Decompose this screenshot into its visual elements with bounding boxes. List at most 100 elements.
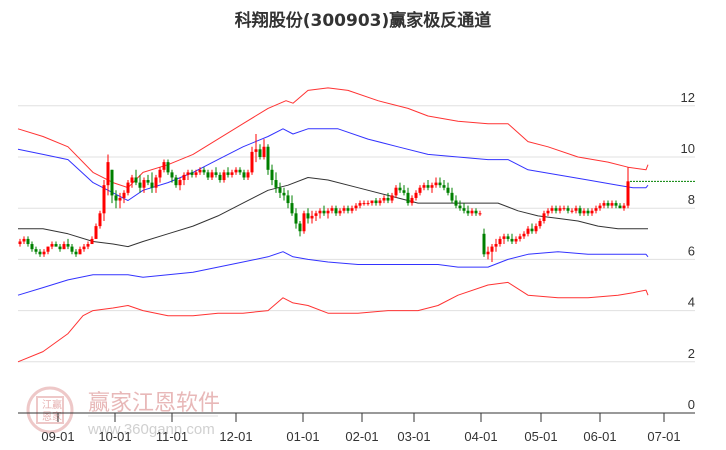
x-tick-label: 01-01 bbox=[286, 429, 319, 444]
candle-up bbox=[330, 208, 334, 211]
watermark: 江 赢 恩 家 赢家江恩软件 www.360gann.com bbox=[26, 386, 220, 438]
candle-down bbox=[346, 208, 350, 211]
channel-bands bbox=[17, 87, 649, 363]
candle-up bbox=[118, 197, 122, 201]
y-tick-label: 12 bbox=[681, 90, 695, 105]
candle-up bbox=[22, 238, 26, 242]
candle-up bbox=[326, 210, 330, 214]
candle-down bbox=[398, 187, 402, 191]
x-tick-label: 06-01 bbox=[583, 429, 616, 444]
candle-up bbox=[158, 169, 162, 178]
candle-up bbox=[254, 149, 258, 152]
candle-down bbox=[238, 169, 242, 173]
candle-down bbox=[290, 203, 294, 214]
candle-down bbox=[298, 223, 302, 232]
candle-up bbox=[486, 251, 490, 255]
candle-down bbox=[334, 208, 338, 214]
candle-down bbox=[138, 182, 142, 188]
candle-up bbox=[522, 233, 526, 237]
candle-up bbox=[550, 208, 554, 211]
candle-up bbox=[514, 238, 518, 242]
candle-down bbox=[66, 244, 70, 247]
candle-up bbox=[94, 226, 98, 239]
candle-down bbox=[438, 182, 442, 186]
candle-up bbox=[354, 205, 358, 209]
candle-down bbox=[618, 205, 622, 209]
outer-upper-band-line bbox=[17, 87, 649, 189]
candle-up bbox=[102, 185, 106, 214]
candle-down bbox=[258, 149, 262, 157]
candle-up bbox=[434, 182, 438, 186]
candle-down bbox=[450, 192, 454, 201]
candle-down bbox=[266, 146, 270, 170]
candle-up bbox=[378, 200, 382, 204]
candle-down bbox=[442, 185, 446, 188]
candle-up bbox=[422, 185, 426, 188]
candle-up bbox=[542, 213, 546, 221]
y-tick-label: 2 bbox=[688, 346, 695, 361]
x-tick-label: 07-01 bbox=[647, 429, 680, 444]
candle-down bbox=[174, 177, 178, 186]
candle-down bbox=[614, 203, 618, 206]
candle-down bbox=[426, 185, 430, 188]
candle-up bbox=[142, 180, 146, 188]
watermark-url: www.360gann.com bbox=[87, 421, 215, 438]
x-axis: 09-01 10-01 11-01 12-01 01-01 02-01 03-01 04-01… bbox=[18, 412, 695, 444]
candle-up bbox=[502, 236, 506, 239]
candle-up bbox=[130, 177, 134, 183]
candle-up bbox=[162, 162, 166, 170]
watermark-seal: 江 赢 恩 家 bbox=[26, 386, 74, 434]
candle-down bbox=[586, 210, 590, 214]
candle-down bbox=[294, 213, 298, 224]
candle-down bbox=[406, 192, 410, 204]
seal-char: 家 bbox=[52, 410, 62, 423]
candle-down bbox=[474, 210, 478, 214]
candle-up bbox=[470, 210, 474, 214]
seal-char: 赢 bbox=[52, 398, 62, 411]
candle-down bbox=[402, 190, 406, 193]
candle-up bbox=[318, 210, 322, 214]
candle-down bbox=[58, 246, 62, 250]
y-tick-label: 10 bbox=[681, 141, 695, 156]
x-tick-label: 10-01 bbox=[98, 429, 131, 444]
x-tick-label: 04-01 bbox=[464, 429, 497, 444]
candle-up bbox=[314, 213, 318, 216]
seal-char: 恩 bbox=[42, 411, 52, 423]
candle-up bbox=[210, 172, 214, 178]
candle-up bbox=[98, 213, 102, 227]
candle-up bbox=[198, 169, 202, 173]
candle-down bbox=[214, 172, 218, 175]
candle-up bbox=[538, 221, 542, 227]
candle-up bbox=[126, 182, 130, 193]
candle-down bbox=[54, 244, 58, 247]
candle-up bbox=[370, 200, 374, 204]
candle-down bbox=[386, 197, 390, 201]
candle-down bbox=[282, 192, 286, 196]
candle-down bbox=[462, 208, 466, 211]
candle-down bbox=[530, 228, 534, 232]
candle-down bbox=[150, 182, 154, 188]
candle-up bbox=[590, 210, 594, 214]
candle-up bbox=[342, 208, 346, 211]
candle-down bbox=[322, 210, 326, 214]
candle-up bbox=[518, 236, 522, 239]
candle-down bbox=[286, 195, 290, 204]
candle-down bbox=[218, 174, 222, 181]
candle-up bbox=[626, 181, 630, 206]
candle-down bbox=[110, 169, 114, 196]
candle-up bbox=[498, 238, 502, 245]
candle-down bbox=[38, 251, 42, 255]
x-tick-label: 09-01 bbox=[41, 429, 74, 444]
candle-up bbox=[366, 203, 370, 205]
candle-up bbox=[490, 246, 494, 252]
candle-up bbox=[82, 246, 86, 250]
candle-up bbox=[42, 251, 46, 255]
candle-up bbox=[430, 185, 434, 188]
candle-up bbox=[222, 172, 226, 181]
candle-up bbox=[494, 244, 498, 247]
y-tick-label: 4 bbox=[688, 295, 695, 310]
candle-up bbox=[622, 205, 626, 209]
candle-up bbox=[570, 210, 574, 212]
candle-down bbox=[70, 246, 74, 252]
